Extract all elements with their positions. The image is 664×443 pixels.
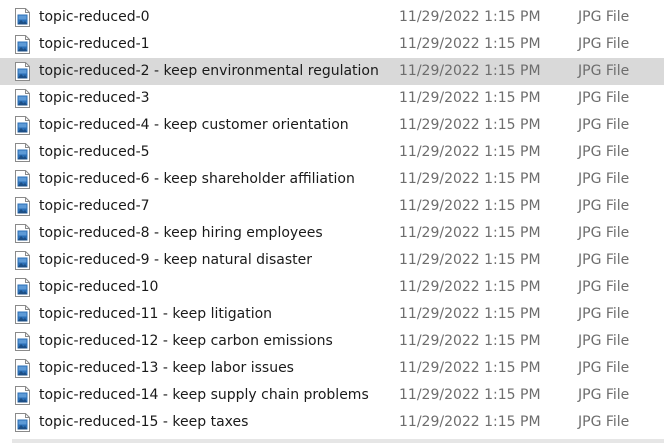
file-type: JPG File: [578, 117, 630, 133]
file-type: JPG File: [578, 36, 630, 52]
file-type: JPG File: [578, 171, 630, 187]
file-name[interactable]: topic-reduced-13 - keep labor issues: [39, 360, 294, 376]
file-date-modified: 11/29/2022 1:15 PM: [399, 198, 541, 214]
file-list: topic-reduced-0 11/29/2022 1:15 PM JPG Fil…: [0, 4, 664, 436]
jpg-file-icon: [14, 143, 31, 162]
file-name[interactable]: topic-reduced-15 - keep taxes: [39, 414, 249, 430]
file-date-modified: 11/29/2022 1:15 PM: [399, 414, 541, 430]
jpg-file-icon: [14, 116, 31, 135]
file-date-modified: 11/29/2022 1:15 PM: [399, 63, 541, 79]
file-date-modified: 11/29/2022 1:15 PM: [399, 279, 541, 295]
file-name[interactable]: topic-reduced-7: [39, 198, 150, 214]
file-name[interactable]: topic-reduced-5: [39, 144, 150, 160]
jpg-file-icon: [14, 359, 31, 378]
file-type: JPG File: [578, 252, 630, 268]
jpg-file-icon: [14, 386, 31, 405]
horizontal-scrollbar[interactable]: [12, 439, 664, 443]
jpg-file-icon: [14, 197, 31, 216]
file-type: JPG File: [578, 360, 630, 376]
file-row[interactable]: topic-reduced-2 - keep environmental reg…: [0, 58, 664, 85]
file-date-modified: 11/29/2022 1:15 PM: [399, 90, 541, 106]
file-type: JPG File: [578, 387, 630, 403]
file-date-modified: 11/29/2022 1:15 PM: [399, 36, 541, 52]
file-name[interactable]: topic-reduced-2 - keep environmental reg…: [39, 63, 379, 79]
file-row[interactable]: topic-reduced-14 - keep supply chain pro…: [0, 382, 664, 409]
jpg-file-icon: [14, 8, 31, 27]
file-date-modified: 11/29/2022 1:15 PM: [399, 387, 541, 403]
file-name[interactable]: topic-reduced-8 - keep hiring employees: [39, 225, 323, 241]
file-date-modified: 11/29/2022 1:15 PM: [399, 171, 541, 187]
jpg-file-icon: [14, 62, 31, 81]
jpg-file-icon: [14, 332, 31, 351]
file-type: JPG File: [578, 279, 630, 295]
file-row[interactable]: topic-reduced-5 11/29/2022 1:15 PM JPG Fil…: [0, 139, 664, 166]
file-name[interactable]: topic-reduced-6 - keep shareholder affil…: [39, 171, 355, 187]
jpg-file-icon: [14, 224, 31, 243]
file-name[interactable]: topic-reduced-9 - keep natural disaster: [39, 252, 312, 268]
file-name[interactable]: topic-reduced-3: [39, 90, 150, 106]
file-row[interactable]: topic-reduced-8 - keep hiring employees 1…: [0, 220, 664, 247]
file-row[interactable]: topic-reduced-15 - keep taxes 11/29/2022 …: [0, 409, 664, 436]
file-row[interactable]: topic-reduced-13 - keep labor issues 11/2…: [0, 355, 664, 382]
file-type: JPG File: [578, 225, 630, 241]
jpg-file-icon: [14, 413, 31, 432]
file-type: JPG File: [578, 198, 630, 214]
file-date-modified: 11/29/2022 1:15 PM: [399, 333, 541, 349]
file-row[interactable]: topic-reduced-4 - keep customer orientat…: [0, 112, 664, 139]
file-name[interactable]: topic-reduced-11 - keep litigation: [39, 306, 273, 322]
jpg-file-icon: [14, 305, 31, 324]
file-date-modified: 11/29/2022 1:15 PM: [399, 117, 541, 133]
file-name[interactable]: topic-reduced-10: [39, 279, 159, 295]
file-type: JPG File: [578, 414, 630, 430]
jpg-file-icon: [14, 89, 31, 108]
file-name[interactable]: topic-reduced-12 - keep carbon emissions: [39, 333, 333, 349]
file-row[interactable]: topic-reduced-6 - keep shareholder affil…: [0, 166, 664, 193]
file-row[interactable]: topic-reduced-12 - keep carbon emissions…: [0, 328, 664, 355]
file-row[interactable]: topic-reduced-3 11/29/2022 1:15 PM JPG Fil…: [0, 85, 664, 112]
file-row[interactable]: topic-reduced-9 - keep natural disaster 1…: [0, 247, 664, 274]
file-row[interactable]: topic-reduced-1 11/29/2022 1:15 PM JPG Fil…: [0, 31, 664, 58]
file-row[interactable]: topic-reduced-10 11/29/2022 1:15 PM JPG Fi…: [0, 274, 664, 301]
file-row[interactable]: topic-reduced-11 - keep litigation 11/29/…: [0, 301, 664, 328]
file-row[interactable]: topic-reduced-7 11/29/2022 1:15 PM JPG Fil…: [0, 193, 664, 220]
file-date-modified: 11/29/2022 1:15 PM: [399, 225, 541, 241]
file-date-modified: 11/29/2022 1:15 PM: [399, 144, 541, 160]
file-name[interactable]: topic-reduced-1: [39, 36, 150, 52]
file-type: JPG File: [578, 306, 630, 322]
file-type: JPG File: [578, 9, 630, 25]
file-name[interactable]: topic-reduced-14 - keep supply chain pro…: [39, 387, 369, 403]
file-type: JPG File: [578, 90, 630, 106]
file-type: JPG File: [578, 63, 630, 79]
file-type: JPG File: [578, 333, 630, 349]
file-date-modified: 11/29/2022 1:15 PM: [399, 252, 541, 268]
file-date-modified: 11/29/2022 1:15 PM: [399, 9, 541, 25]
file-date-modified: 11/29/2022 1:15 PM: [399, 360, 541, 376]
jpg-file-icon: [14, 170, 31, 189]
file-type: JPG File: [578, 144, 630, 160]
jpg-file-icon: [14, 251, 31, 270]
jpg-file-icon: [14, 278, 31, 297]
file-name[interactable]: topic-reduced-0: [39, 9, 150, 25]
file-row[interactable]: topic-reduced-0 11/29/2022 1:15 PM JPG Fil…: [0, 4, 664, 31]
file-name[interactable]: topic-reduced-4 - keep customer orientat…: [39, 117, 349, 133]
jpg-file-icon: [14, 35, 31, 54]
file-date-modified: 11/29/2022 1:15 PM: [399, 306, 541, 322]
